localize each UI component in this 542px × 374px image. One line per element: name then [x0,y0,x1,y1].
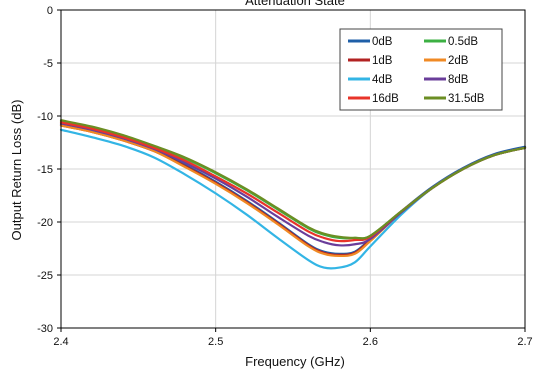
y-tick-label: -15 [37,164,53,176]
legend-label: 16dB [372,93,399,105]
y-tick-label: -25 [37,270,53,282]
legend-label: 0dB [372,36,393,48]
legend-label: 8dB [448,74,469,86]
legend-label: 2dB [448,55,469,67]
y-tick-label: -30 [37,323,53,335]
x-tick-label: 2.7 [517,336,532,348]
legend-label: 4dB [372,74,393,86]
x-tick-label: 2.6 [363,336,378,348]
y-tick-label: -5 [43,58,53,70]
x-tick-label: 2.4 [53,336,68,348]
y-tick-label: 0 [47,5,53,17]
series-line-31-5db [59,119,527,240]
x-axis-title: Frequency (GHz) [245,354,345,369]
series-line-16db [59,121,527,243]
series-lines [59,119,527,270]
legend-label: 31.5dB [448,93,485,105]
y-tick-label: -20 [37,217,53,229]
legend: 0dB 0.5dB 1dB 2dB 4dB 8dB 16dB 31.5dB [339,28,503,111]
axis-ticks: 0 -5 -10 -15 -20 -25 -302.4 2.5 2.6 2.7 [37,5,533,348]
legend-label: 0.5dB [448,36,478,48]
chart-title: Attenuation State [245,0,345,8]
series-line-4db [59,128,527,270]
y-axis-title: Output Return Loss (dB) [9,100,24,241]
x-tick-label: 2.5 [208,336,223,348]
legend-label: 1dB [372,55,393,67]
series-line-8db [59,122,527,247]
series-line-2db [59,124,527,258]
y-tick-label: -10 [37,111,53,123]
